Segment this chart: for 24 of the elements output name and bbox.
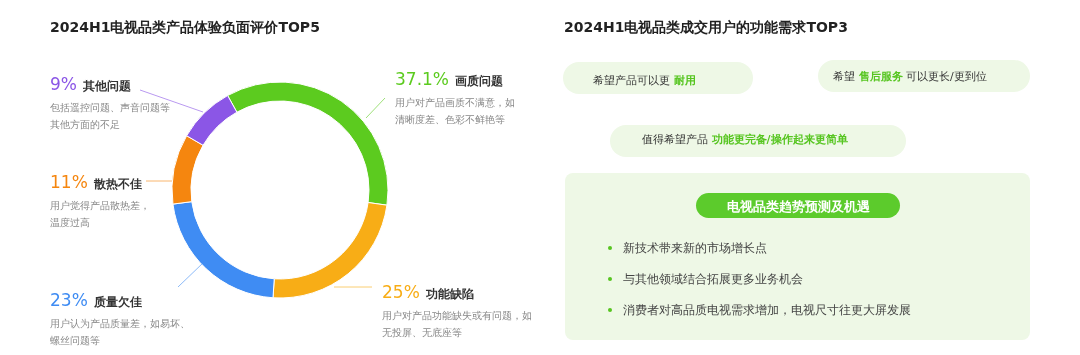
- text: 2024H1电视品类成交用户的功能需求TOP3: [564, 19, 848, 35]
- data-label: 37.1%: [395, 69, 450, 89]
- text: 用户对产品功能缺失或有问题，如无投屏、无底座等: [382, 310, 532, 338]
- data-label: 25%: [382, 282, 420, 302]
- slice-label: 其他问题: [81, 79, 131, 93]
- chart-title: 2024H1电视品类产品体验负面评价TOP5: [50, 19, 320, 35]
- text: 消费者对高品质电视需求增加，电视尺寸往更大屏发展: [623, 303, 911, 317]
- text: 用户对产品画质不满意，如清晰度差、色彩不鲜艳等: [395, 97, 515, 125]
- text: 新技术带来新的市场增长点: [623, 241, 767, 255]
- slice-label: 功能缺陷: [424, 287, 474, 301]
- text: 用户觉得产品散热差，温度过高: [50, 200, 150, 228]
- data-label: 11%: [50, 172, 88, 192]
- text: 希望产品可以更 耐用: [593, 74, 696, 87]
- slice-label: 质量欠佳: [92, 295, 142, 309]
- slice-label: 散热不佳: [92, 177, 142, 191]
- data-label: 23%: [50, 290, 88, 310]
- slice-label: 画质问题: [455, 74, 504, 88]
- text: 用户认为产品质量差，如易坏、螺丝问题等: [50, 318, 190, 346]
- text: 包括遥控问题、声音问题等其他方面的不足: [50, 102, 170, 130]
- text: 电视品类趋势预测及机遇: [726, 199, 871, 214]
- text: 值得希望产品 功能更完备/操作起来更简单: [642, 133, 848, 146]
- text: 与其他领域结合拓展更多业务机会: [623, 272, 803, 286]
- data-label: 9%: [50, 74, 77, 94]
- text: 希望 售后服务 可以更长/更到位: [833, 70, 987, 83]
